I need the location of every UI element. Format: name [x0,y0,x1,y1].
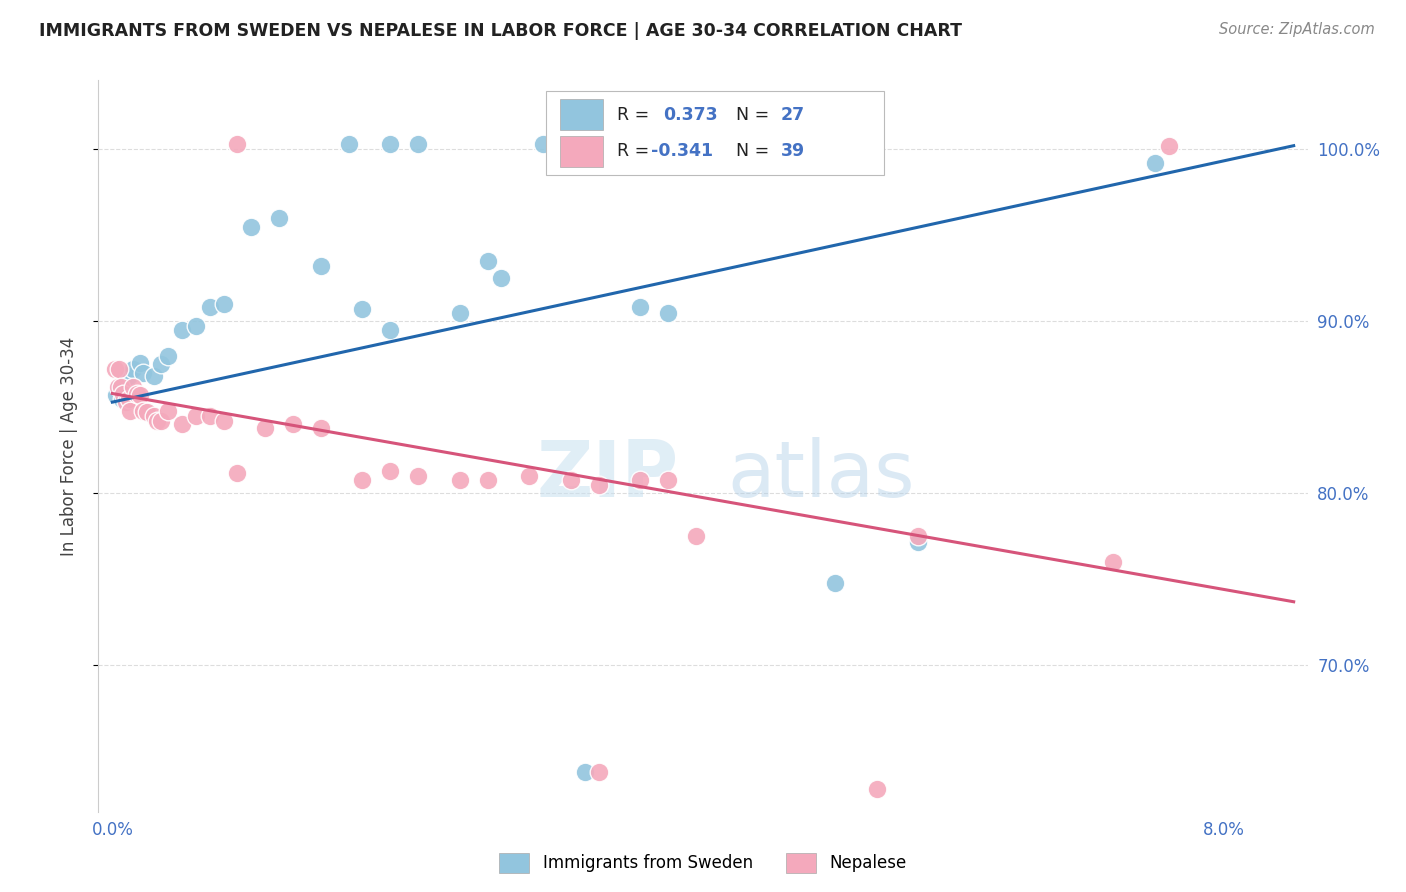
Point [212,414,235,428]
Point [281,417,304,432]
Text: ZIP: ZIP [537,437,679,513]
Point [685,529,707,543]
Point [517,469,540,483]
Point [574,765,596,780]
Text: 39: 39 [780,142,804,161]
Point [269,211,291,225]
Point [226,466,249,480]
Text: 0.373: 0.373 [664,105,717,124]
Point [560,473,582,487]
Point [110,379,132,393]
Text: N =: N = [735,142,775,161]
Point [380,136,402,151]
Text: R =: R = [617,142,655,161]
Point [118,392,141,406]
Point [907,534,929,549]
Point [380,464,402,478]
Point [132,366,155,380]
Text: Source: ZipAtlas.com: Source: ZipAtlas.com [1219,22,1375,37]
Point [309,421,332,435]
FancyBboxPatch shape [546,91,884,176]
Point [588,477,610,491]
Point [112,386,135,401]
Point [143,369,166,384]
Point [122,362,145,376]
Point [657,305,679,319]
Point [104,362,127,376]
Point [352,302,374,317]
Point [170,323,193,337]
Point [156,403,179,417]
Point [449,305,471,319]
Point [149,414,172,428]
Point [254,421,277,435]
Point [146,414,169,428]
Point [449,473,471,487]
Point [132,403,155,417]
Point [198,301,221,315]
Point [824,575,846,590]
Point [107,379,129,393]
Point [108,379,131,393]
Point [115,378,138,392]
Point [115,395,138,409]
Point [226,136,249,151]
Point [477,254,499,268]
Point [866,782,889,797]
Point [491,271,513,285]
Point [105,388,128,402]
FancyBboxPatch shape [561,99,603,130]
Point [212,297,235,311]
Point [657,473,679,487]
Point [1143,156,1166,170]
Point [111,392,134,406]
Point [198,409,221,423]
Text: R =: R = [617,105,655,124]
Point [149,357,172,371]
Text: 27: 27 [780,105,804,124]
Point [1157,138,1180,153]
Point [118,369,141,384]
Point [352,473,374,487]
Point [156,349,179,363]
Point [406,136,429,151]
FancyBboxPatch shape [561,136,603,167]
Y-axis label: In Labor Force | Age 30-34: In Labor Force | Age 30-34 [59,336,77,556]
Point [630,301,652,315]
Point [406,469,429,483]
Point [630,473,652,487]
Point [240,219,263,234]
Point [170,417,193,432]
Point [1102,555,1125,569]
Point [380,323,402,337]
Point [122,379,145,393]
Point [184,409,207,423]
Point [127,386,149,401]
Legend: Immigrants from Sweden, Nepalese: Immigrants from Sweden, Nepalese [492,847,914,880]
Point [143,409,166,423]
Point [129,355,152,369]
Text: atlas: atlas [727,437,915,513]
Point [120,403,142,417]
Point [309,259,332,273]
Text: -0.341: -0.341 [651,142,713,161]
Point [184,319,207,334]
Text: N =: N = [735,105,775,124]
Point [588,765,610,780]
Point [136,405,159,419]
Point [337,136,360,151]
Point [129,388,152,402]
Point [108,362,131,376]
Text: IMMIGRANTS FROM SWEDEN VS NEPALESE IN LABOR FORCE | AGE 30-34 CORRELATION CHART: IMMIGRANTS FROM SWEDEN VS NEPALESE IN LA… [39,22,962,40]
Point [907,529,929,543]
Point [531,136,554,151]
Point [477,473,499,487]
